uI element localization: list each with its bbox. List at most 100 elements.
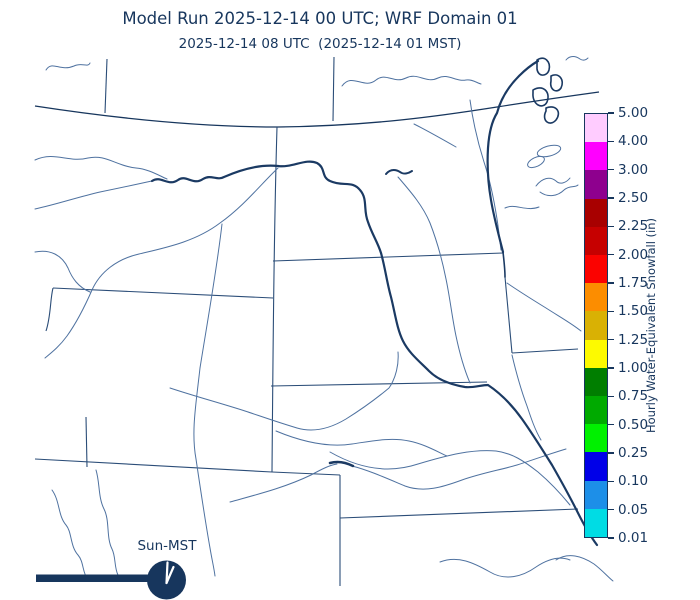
des-lacs-river	[413, 123, 457, 148]
white-river	[275, 430, 448, 457]
upper-missouri-river	[34, 180, 153, 210]
colorbar-band	[585, 508, 607, 538]
clock-label: Sun-MST	[137, 538, 197, 554]
colorbar-tick-label: 1.25	[618, 331, 649, 348]
clock-minute-hand	[165, 561, 169, 585]
colorbar-band	[585, 452, 607, 481]
colorbar-band	[585, 311, 607, 340]
mt-wy-east-border	[271, 126, 278, 473]
powder-river	[193, 223, 223, 577]
north-platte-river-east	[351, 448, 567, 490]
colorbar-band	[585, 255, 607, 284]
sd-mn-border	[504, 276, 513, 354]
red-river-lower	[502, 251, 506, 278]
colorbar-band	[585, 367, 607, 397]
mn-lake-squiggle-1	[535, 177, 571, 187]
colorbar-tick	[608, 452, 614, 454]
souris-river	[341, 75, 482, 87]
colorbar-tick-label: 3.00	[618, 161, 649, 178]
colorbar-tick-label: 0.50	[618, 416, 649, 433]
colorbar-band	[585, 226, 607, 256]
colorbar-tick	[608, 197, 614, 199]
laramie-river	[51, 489, 89, 581]
colorbar-tick	[608, 395, 614, 398]
page-title: Model Run 2025-12-14 00 UTC; WRF Domain …	[122, 9, 518, 28]
colorbar-tick-label: 0.10	[618, 473, 649, 490]
colorbar-tick	[608, 225, 614, 228]
laramie-tributary	[95, 469, 119, 576]
colorbar-band	[585, 198, 607, 227]
colorbar-band	[585, 424, 607, 453]
mn-lake-squiggle-2	[539, 184, 579, 197]
colorbar-tick-label: 1.00	[618, 360, 649, 376]
north-platte-river-west	[229, 463, 338, 503]
lake-mcconaughy	[328, 460, 355, 468]
colorbar-tick-label: 1.50	[618, 303, 649, 320]
mt-id-border	[45, 287, 54, 332]
colorbar-tick	[608, 168, 614, 171]
yellowstone-river	[44, 167, 279, 359]
red-river	[486, 59, 540, 254]
colorbar-tick	[608, 537, 614, 539]
colorbar-tick	[608, 367, 614, 369]
minnesota-river	[506, 282, 582, 332]
musselshell-river	[34, 250, 91, 293]
valid-time-subtitle: 2025-12-14 08 UTC (2025-12-14 01 MST)	[178, 36, 462, 52]
colorbar-tick-label: 2.00	[618, 246, 649, 263]
james-river	[397, 176, 471, 384]
mn-lake-1	[536, 144, 562, 158]
colorbar-tick	[608, 480, 614, 483]
canada-border	[34, 91, 600, 128]
colorbar-tick	[608, 508, 614, 511]
colorbar-tick	[608, 253, 614, 256]
colorbar-tick-label: 5.00	[618, 105, 649, 121]
colorbar-tick-label: 1.75	[618, 275, 649, 291]
nd-sd-border	[272, 252, 504, 262]
devils-lake	[385, 169, 413, 175]
south-platte-river	[439, 557, 571, 578]
41n-border	[34, 458, 341, 476]
colorbar-tick	[608, 112, 614, 114]
colorbar-tick-label: 2.50	[618, 190, 649, 206]
colorbar-tick-label: 0.75	[618, 388, 649, 405]
milk-river	[34, 156, 168, 180]
clock-icon	[147, 560, 186, 600]
ab-sk-border	[104, 58, 108, 114]
colorbar-tick-label: 0.01	[618, 530, 649, 546]
missouri-river	[150, 160, 599, 547]
cheyenne-river	[169, 351, 399, 431]
colorbar-tick-label: 4.00	[618, 133, 649, 150]
colorbar-tick	[608, 282, 614, 284]
manitoba-lakes	[532, 57, 564, 124]
colorbar-tick	[608, 338, 614, 341]
sk-mb-border	[332, 56, 335, 122]
mn-ia-border	[511, 348, 579, 354]
clock-hour-hand	[165, 565, 175, 585]
colorbar-band	[585, 339, 607, 368]
colorbar-tick-label: 0.25	[618, 445, 649, 461]
colorbar-tick	[608, 310, 614, 313]
rivers	[34, 56, 614, 582]
canada-river-squiggle	[45, 62, 91, 71]
colorbar-band	[585, 114, 607, 143]
sheyenne-lower-creek	[504, 205, 540, 210]
colorbar-tick	[608, 140, 614, 143]
big-sioux-river	[511, 354, 542, 441]
colorbar-tick-label: 0.05	[618, 501, 649, 518]
colorbar-band	[585, 170, 607, 199]
niobrara-river	[329, 450, 571, 506]
colorbar-tick-label: 2.25	[618, 218, 649, 235]
colorbar-band	[585, 283, 607, 312]
colorbar-band	[585, 396, 607, 425]
timeline-bar	[36, 574, 150, 582]
top-right-squiggle	[565, 56, 589, 61]
ne-ks-border	[339, 508, 579, 519]
major-waterways	[150, 57, 599, 547]
colorbar-band	[585, 480, 607, 509]
colorbar-axis-label: Hourly Water-Equivalent Snowfall (in)	[644, 217, 658, 434]
colorbar-tick	[608, 423, 614, 426]
wy-ut-border	[85, 416, 88, 468]
colorbar	[584, 113, 608, 538]
mt-wy-border	[52, 287, 274, 299]
